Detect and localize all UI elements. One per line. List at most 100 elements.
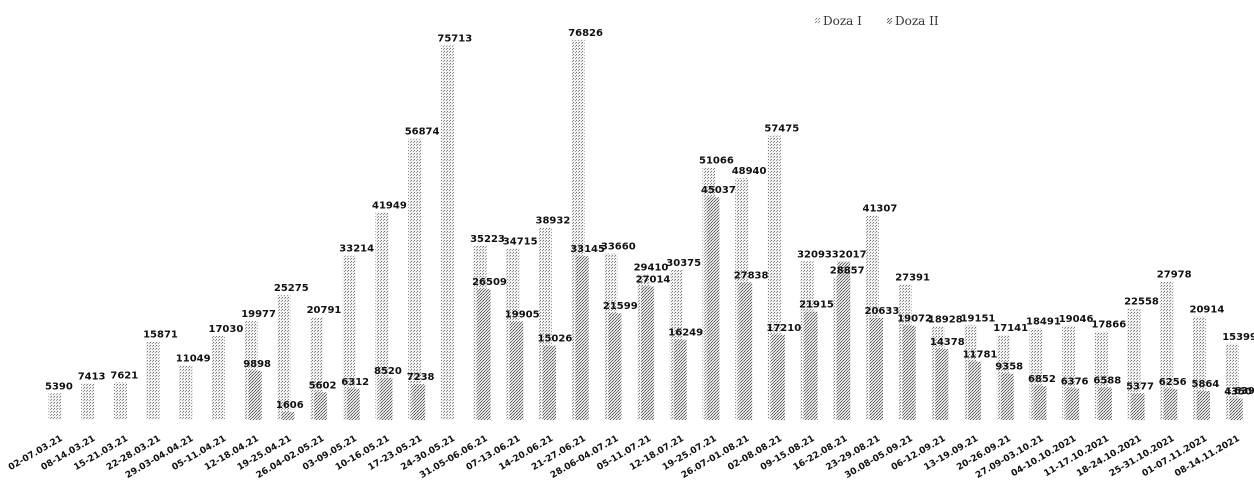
bar-doza-i bbox=[179, 365, 193, 420]
data-label-doza-i: 48940 bbox=[732, 166, 767, 177]
legend-swatch-doza-ii bbox=[887, 18, 892, 24]
legend-swatch-doza-i bbox=[815, 18, 820, 24]
bar-doza-ii bbox=[346, 388, 360, 420]
bar-doza-ii bbox=[706, 197, 720, 420]
data-label-doza-ii: 1606 bbox=[276, 400, 304, 411]
bar-doza-i bbox=[408, 138, 422, 420]
bar-doza-ii bbox=[608, 313, 622, 420]
data-label-doza-ii: 15026 bbox=[538, 334, 573, 345]
data-label-doza-i: 17866 bbox=[1091, 320, 1126, 331]
data-label-doza-ii: 6588 bbox=[1093, 375, 1121, 386]
bar-doza-i bbox=[440, 45, 454, 421]
data-label-doza-i: 11049 bbox=[176, 353, 211, 364]
bar-doza-ii bbox=[281, 412, 295, 420]
bar-doza-ii bbox=[804, 311, 818, 420]
data-label-doza-i: 20791 bbox=[307, 305, 342, 316]
data-label-doza-i: 5390 bbox=[45, 381, 73, 392]
x-tick-label: 02-07.03.21 bbox=[7, 434, 65, 473]
data-label-doza-i: 29410 bbox=[634, 263, 669, 274]
bar-doza-ii bbox=[1164, 389, 1178, 420]
bar-doza-i bbox=[1127, 308, 1141, 420]
bar-doza-ii bbox=[543, 345, 556, 420]
data-label-doza-i: 19977 bbox=[241, 309, 276, 320]
data-label-doza-ii: 27014 bbox=[636, 274, 671, 285]
bar-doza-ii bbox=[477, 288, 491, 420]
data-label-doza-ii: 9898 bbox=[243, 359, 271, 370]
bar-doza-i bbox=[48, 393, 62, 420]
x-axis-ticks: 02-07.03.2108-14.03.2115-21.03.2122-28.0… bbox=[7, 434, 1242, 481]
data-label-doza-ii: 21915 bbox=[799, 300, 834, 311]
data-label-doza-i: 7413 bbox=[78, 371, 106, 382]
data-label-doza-i: 32093 bbox=[797, 249, 832, 260]
bar-doza-ii bbox=[510, 321, 524, 420]
bar-doza-ii bbox=[739, 282, 753, 420]
bar-doza-ii bbox=[935, 348, 949, 420]
bar-doza-i bbox=[375, 212, 389, 420]
data-label-doza-i: 27978 bbox=[1157, 270, 1192, 281]
bar-doza-ii bbox=[248, 371, 262, 420]
data-label-doza-ii: 19072 bbox=[897, 314, 932, 325]
legend: Doza I Doza II bbox=[815, 14, 939, 28]
data-label-doza-ii: 45037 bbox=[701, 185, 736, 196]
legend-label-doza-i: Doza I bbox=[823, 14, 862, 28]
data-label-doza-i: 18928 bbox=[928, 314, 963, 325]
data-label-doza-i: 35223 bbox=[470, 234, 505, 245]
bar-doza-ii bbox=[1197, 390, 1210, 420]
data-label-doza-ii: 21599 bbox=[603, 301, 638, 312]
data-label-doza-i: 28857 bbox=[830, 265, 865, 276]
bar-doza-i bbox=[81, 383, 95, 420]
data-label-doza-ii: 19905 bbox=[505, 310, 540, 321]
bar-doza-ii bbox=[1066, 388, 1080, 420]
data-label-doza-ii: 6256 bbox=[1159, 377, 1187, 388]
data-label-doza-ii: 16249 bbox=[668, 328, 703, 339]
bar-doza-ii bbox=[771, 334, 785, 420]
data-label-doza-i: 76826 bbox=[568, 28, 603, 39]
data-label-doza-i: 15399 bbox=[1222, 332, 1254, 343]
data-label-doza-ii: 9358 bbox=[995, 362, 1023, 373]
bar-doza-ii bbox=[379, 377, 393, 420]
data-label-doza-i: 56874 bbox=[405, 127, 440, 138]
bars-layer bbox=[48, 40, 1243, 421]
data-label-doza-i: 19151 bbox=[961, 313, 996, 324]
data-label-doza-i: 17030 bbox=[209, 324, 244, 335]
data-label-doza-i: 22558 bbox=[1124, 296, 1159, 307]
data-label-doza-ii: 33145 bbox=[570, 244, 605, 255]
data-label-doza-ii: 4350 bbox=[1224, 386, 1252, 397]
bar-doza-ii bbox=[902, 325, 916, 420]
data-label-doza-ii: 14378 bbox=[930, 337, 965, 348]
bar-doza-i bbox=[1160, 281, 1174, 420]
data-label-doza-ii: 20633 bbox=[865, 306, 900, 317]
data-label-doza-i: 41307 bbox=[863, 204, 898, 215]
data-label-doza-i: 33214 bbox=[339, 244, 374, 255]
bar-doza-ii bbox=[641, 286, 655, 420]
data-label-doza-i: 57475 bbox=[764, 124, 799, 135]
bar-doza-ii bbox=[870, 317, 883, 420]
bar-doza-ii bbox=[412, 384, 426, 420]
bar-doza-ii bbox=[1033, 386, 1047, 420]
bar-doza-ii bbox=[1229, 398, 1243, 420]
bar-doza-i bbox=[277, 294, 291, 420]
data-label-extra: 639 bbox=[1234, 386, 1254, 397]
bar-doza-ii bbox=[314, 392, 328, 420]
data-label-doza-ii: 8520 bbox=[374, 366, 402, 377]
bar-doza-i bbox=[113, 382, 127, 420]
data-label-doza-ii: 17210 bbox=[766, 323, 801, 334]
data-label-doza-ii: 5602 bbox=[309, 380, 337, 391]
data-labels-layer: 5390 7413 7621 15871 11049 17030 19977 9898 2527… bbox=[45, 28, 1254, 411]
bar-doza-ii bbox=[673, 339, 687, 420]
bar-doza-ii bbox=[1131, 393, 1145, 420]
data-label-doza-i: 34715 bbox=[503, 236, 538, 247]
data-label-doza-i: 33660 bbox=[601, 242, 636, 253]
data-label-doza-i: 18491 bbox=[1026, 317, 1061, 328]
data-label-doza-i: 25275 bbox=[274, 283, 309, 294]
bar-doza-ii bbox=[1098, 387, 1112, 420]
data-label-doza-i: 20914 bbox=[1190, 305, 1225, 316]
data-label-doza-ii: 11781 bbox=[963, 350, 998, 361]
data-label-doza-ii: 32017 bbox=[832, 250, 867, 261]
data-label-doza-ii: 7238 bbox=[407, 372, 435, 383]
data-label-doza-i: 15871 bbox=[143, 329, 178, 340]
bar-doza-i bbox=[212, 335, 225, 420]
bar-doza-ii bbox=[837, 261, 851, 420]
bar-doza-i bbox=[342, 255, 356, 420]
